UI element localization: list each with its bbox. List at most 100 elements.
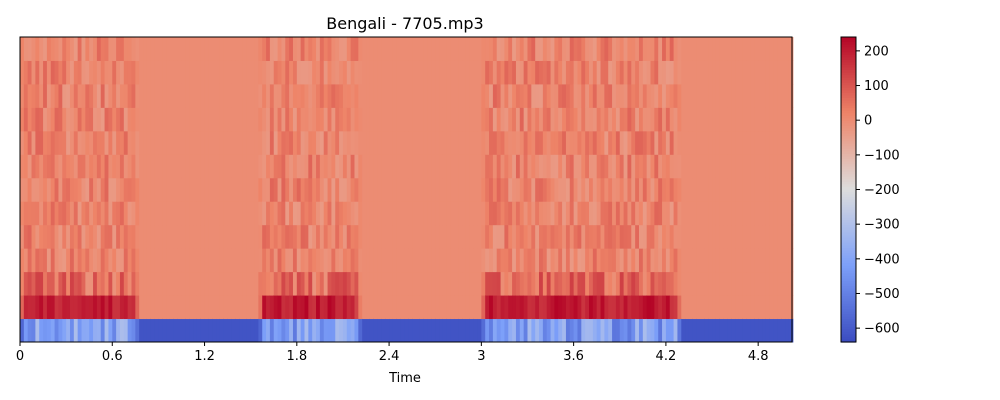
heatmap-cell xyxy=(262,60,267,85)
heatmap-cell xyxy=(550,177,555,202)
heatmap-cell xyxy=(262,154,267,179)
heatmap-cell xyxy=(462,83,467,108)
heatmap-cell xyxy=(496,295,502,320)
heatmap-cell xyxy=(735,154,740,179)
heatmap-cell xyxy=(404,37,409,61)
heatmap-cell xyxy=(688,318,694,343)
heatmap-cell xyxy=(177,177,183,202)
x-tick-label: 4.2 xyxy=(656,349,677,364)
heatmap-cell xyxy=(408,271,413,296)
heatmap-cell xyxy=(331,83,336,108)
heatmap-cell xyxy=(196,130,202,155)
heatmap-cell xyxy=(512,295,517,320)
heatmap-cell xyxy=(762,107,767,132)
heatmap-cell xyxy=(654,130,659,155)
heatmap-cell xyxy=(427,83,432,108)
heatmap-cell xyxy=(212,201,217,226)
heatmap-cell xyxy=(27,37,33,61)
heatmap-cell xyxy=(592,318,598,343)
heatmap-cell xyxy=(573,224,579,249)
heatmap-cell xyxy=(208,130,213,155)
heatmap-cell xyxy=(404,60,409,85)
heatmap-cell xyxy=(27,224,33,249)
heatmap-cell xyxy=(66,318,71,343)
x-axis-label: Time xyxy=(388,371,421,386)
heatmap-cell xyxy=(738,107,744,132)
heatmap-cell xyxy=(123,295,129,320)
heatmap-cell xyxy=(127,37,133,61)
heatmap-cell xyxy=(738,130,744,155)
heatmap-cell xyxy=(673,154,679,179)
heatmap-cell xyxy=(400,83,406,108)
heatmap-cell xyxy=(292,318,298,343)
heatmap-cell xyxy=(254,37,259,61)
heatmap-cell xyxy=(104,248,110,273)
heatmap-cell xyxy=(331,271,336,296)
heatmap-cell xyxy=(481,271,486,296)
heatmap-cell xyxy=(135,224,140,249)
heatmap-cell xyxy=(758,130,763,155)
heatmap-cell xyxy=(123,177,129,202)
heatmap-cell xyxy=(708,201,713,226)
heatmap-cell xyxy=(558,37,563,61)
heatmap-cell xyxy=(489,201,494,226)
heatmap-cell xyxy=(754,83,759,108)
heatmap-cell xyxy=(308,318,313,343)
heatmap-cell xyxy=(231,107,236,132)
heatmap-cell xyxy=(631,154,636,179)
heatmap-cell xyxy=(369,60,375,85)
heatmap-cell xyxy=(435,201,440,226)
heatmap-cell xyxy=(781,83,786,108)
heatmap-cell xyxy=(123,154,129,179)
heatmap-cell xyxy=(204,248,209,273)
heatmap-cell xyxy=(185,248,190,273)
heatmap-cell xyxy=(312,107,317,132)
heatmap-cell xyxy=(173,224,179,249)
heatmap-cell xyxy=(450,224,456,249)
heatmap-cell xyxy=(81,107,86,132)
heatmap-cell xyxy=(312,177,317,202)
heatmap-cell xyxy=(119,83,125,108)
heatmap-cell xyxy=(189,224,194,249)
heatmap-cell xyxy=(308,154,313,179)
heatmap-cell xyxy=(773,107,778,132)
heatmap-cell xyxy=(523,154,529,179)
heatmap-cell xyxy=(519,130,525,155)
heatmap-cell xyxy=(431,295,436,320)
heatmap-cell xyxy=(758,271,763,296)
heatmap-cell xyxy=(177,83,183,108)
colorbar-segment xyxy=(841,311,856,315)
heatmap-cell xyxy=(173,201,179,226)
heatmap-cell xyxy=(27,248,33,273)
x-axis-ticks: 0 0.6 1.2 1.8 2.4 3 3.6 4.2 4.8 xyxy=(16,342,769,364)
heatmap-cell xyxy=(669,201,675,226)
heatmap-cell xyxy=(554,83,559,108)
heatmap-cell xyxy=(612,248,617,273)
heatmap-cell xyxy=(185,224,190,249)
heatmap-cell xyxy=(31,60,36,85)
heatmap-cell xyxy=(731,271,736,296)
heatmap-cell xyxy=(319,177,325,202)
heatmap-cell xyxy=(289,201,294,226)
heatmap-cell xyxy=(77,271,83,296)
heatmap-cell xyxy=(631,318,636,343)
heatmap-cell xyxy=(600,224,605,249)
heatmap-cell xyxy=(573,60,579,85)
heatmap-cell xyxy=(700,154,705,179)
heatmap-cell xyxy=(742,201,748,226)
heatmap-cell xyxy=(596,130,602,155)
heatmap-cell xyxy=(342,154,348,179)
heatmap-cell xyxy=(269,130,275,155)
colorbar-segment xyxy=(841,258,856,262)
heatmap-cell xyxy=(527,83,532,108)
heatmap-cell xyxy=(193,37,198,61)
heatmap-cell xyxy=(446,154,452,179)
heatmap-cell xyxy=(681,295,686,320)
heatmap-cell xyxy=(242,154,248,179)
heatmap-cell xyxy=(604,248,609,273)
heatmap-cell xyxy=(462,60,467,85)
heatmap-cell xyxy=(339,154,344,179)
heatmap-cell xyxy=(504,154,509,179)
colorbar-segment xyxy=(841,108,856,112)
heatmap-cell xyxy=(673,224,679,249)
